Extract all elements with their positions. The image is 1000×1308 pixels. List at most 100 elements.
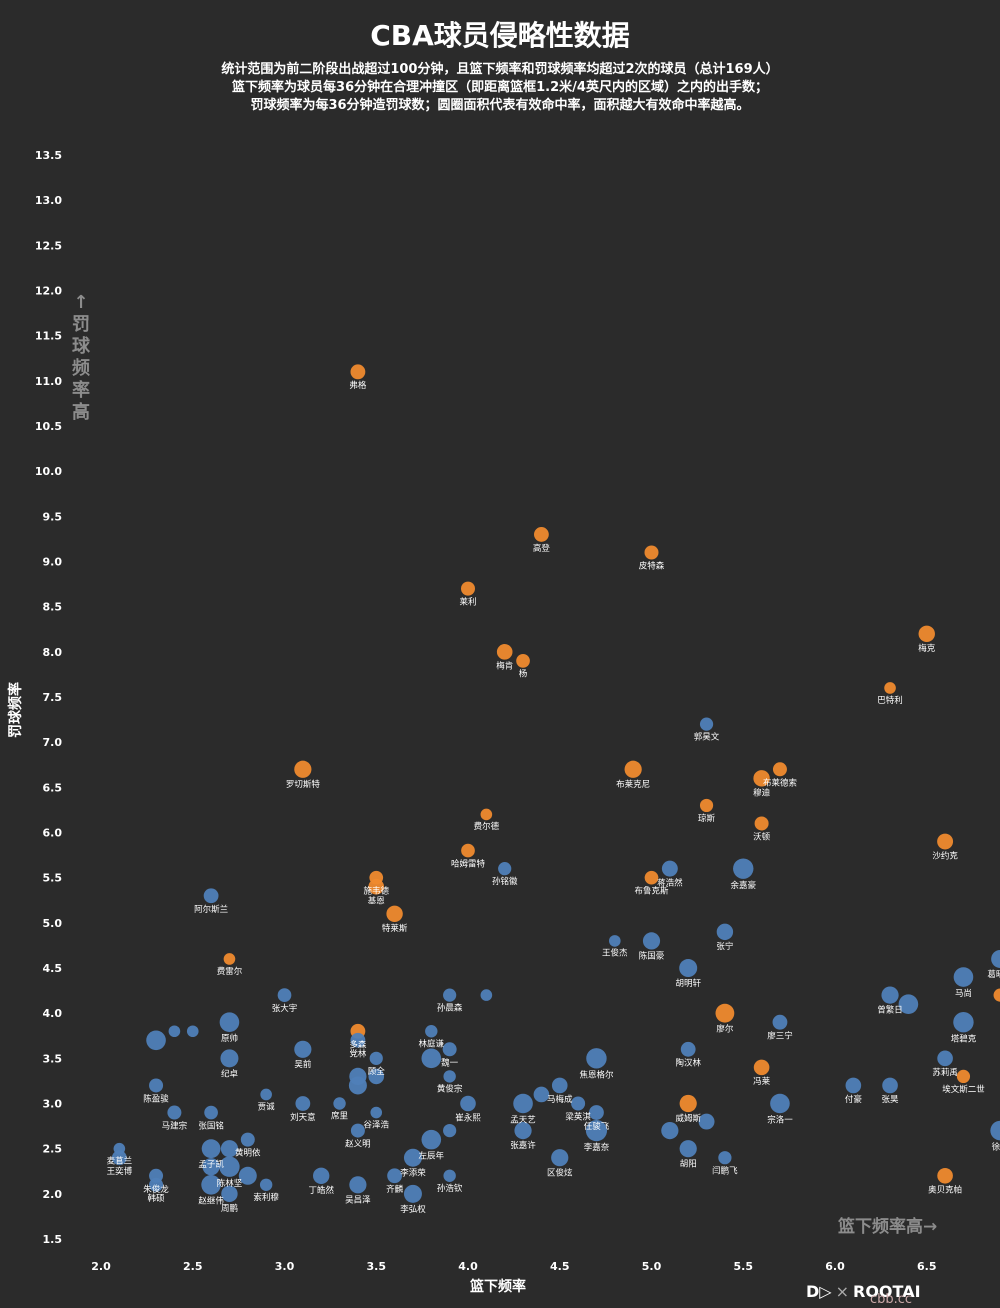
orange-data-point xyxy=(772,762,787,777)
player-label: 穆迪 xyxy=(753,788,771,799)
blue-data-point xyxy=(513,1093,533,1114)
x-tick-label: 6.0 xyxy=(825,1260,845,1273)
player-label: 魏一 xyxy=(441,1057,459,1068)
subtitle-line-1: 统计范围为前二阶段出战超过100分钟，且篮下频率和罚球频率均超过2次的球员（总计… xyxy=(221,62,779,77)
player-label: 韩硕 xyxy=(148,1193,166,1204)
player-label: 胡明轩 xyxy=(675,978,701,989)
player-label: 焦恩格尔 xyxy=(579,1070,614,1081)
blue-data-point xyxy=(443,1070,456,1083)
blue-data-point xyxy=(313,1167,330,1184)
blue-data-point xyxy=(443,988,457,1002)
player-label: 高登 xyxy=(533,543,551,554)
blue-data-point xyxy=(219,1012,240,1033)
blue-data-point xyxy=(881,986,899,1004)
orange-data-point xyxy=(350,364,366,380)
blue-data-point xyxy=(220,1049,239,1068)
y-tick-label: 12.0 xyxy=(35,285,62,298)
blue-data-point xyxy=(240,1132,255,1147)
player-label: 孙铭徽 xyxy=(492,876,518,887)
blue-data-point xyxy=(533,1086,550,1103)
orange-data-point xyxy=(223,953,236,965)
blue-data-point xyxy=(898,994,919,1014)
blue-data-point xyxy=(368,1068,385,1085)
player-label: 琼斯 xyxy=(698,813,716,824)
orange-data-point xyxy=(624,760,642,778)
player-label: 奥贝克帕 xyxy=(928,1185,962,1196)
orange-data-point xyxy=(753,770,770,787)
blue-data-point xyxy=(480,989,493,1001)
x-tick-label: 3.5 xyxy=(367,1260,387,1273)
blue-data-point xyxy=(295,1096,311,1111)
blue-data-point xyxy=(443,1169,456,1182)
blue-data-point xyxy=(350,1123,365,1138)
x-tick-label: 5.0 xyxy=(642,1260,662,1273)
player-label: 余嘉豪 xyxy=(730,880,756,891)
player-label: 巴特利 xyxy=(877,695,903,706)
player-label: 多森 xyxy=(349,1040,367,1051)
blue-data-point xyxy=(586,1048,607,1069)
blue-data-point xyxy=(294,1040,312,1058)
blue-data-point xyxy=(333,1097,346,1110)
player-label: 特莱斯 xyxy=(382,923,408,934)
player-label: 莱利 xyxy=(459,597,476,608)
blue-data-point xyxy=(260,1088,272,1101)
orange-data-point xyxy=(644,545,659,560)
player-label: 左辰年 xyxy=(419,1150,445,1161)
player-label: 贾诚 xyxy=(258,1101,276,1112)
blue-data-point xyxy=(990,1120,1000,1141)
player-label: 皮特森 xyxy=(639,560,665,571)
blue-data-point xyxy=(498,862,512,876)
orange-data-point xyxy=(884,682,896,694)
y-tick-label: 8.0 xyxy=(43,646,63,659)
orange-data-point xyxy=(993,988,1000,1002)
player-label: 黄明依 xyxy=(235,1148,261,1159)
y-axis-ticks: 1.5 2.0 2.5 3.0 3.5 4.0 4.5 5.0 5.5 6.0 6.5 7.0 7.5 8… xyxy=(35,149,62,1246)
orange-data-point xyxy=(386,905,403,923)
blue-data-point xyxy=(514,1122,532,1140)
x-tick-label: 4.0 xyxy=(458,1260,478,1273)
player-label: 布莱德索 xyxy=(763,777,797,788)
y-tick-label: 10.5 xyxy=(35,420,62,433)
blue-data-point xyxy=(733,858,754,879)
player-label: 布莱克尼 xyxy=(616,779,650,790)
player-label: 张嘉许 xyxy=(510,1140,536,1151)
player-label: 曾繁日 xyxy=(877,1005,903,1016)
orange-data-point xyxy=(480,808,493,821)
player-label: 埃文斯二世 xyxy=(942,1084,985,1095)
player-label: 郭昊文 xyxy=(694,732,720,743)
player-label: 陈盈骏 xyxy=(143,1093,169,1104)
player-label: 朱俊龙 xyxy=(143,1184,169,1195)
blue-data-point xyxy=(167,1105,182,1120)
player-label: 吴前 xyxy=(294,1059,312,1070)
logo-left: D▷ xyxy=(806,1282,832,1301)
blue-data-point xyxy=(698,1113,715,1130)
player-label: 孙晨森 xyxy=(437,1003,463,1014)
blue-data-point xyxy=(585,1120,608,1142)
player-label: 费尔德 xyxy=(474,821,500,832)
y-tick-label: 1.5 xyxy=(43,1233,63,1246)
player-label: 廖尔 xyxy=(716,1024,734,1035)
orange-data-point xyxy=(679,1094,697,1113)
subtitle-line-3: 罚球频率为每36分钟造罚球数；圆圈面积代表有效命中率，面积越大有效命中率越高。 xyxy=(250,98,750,113)
orange-data-point xyxy=(918,625,935,642)
blue-data-point xyxy=(387,1168,402,1184)
orange-data-point xyxy=(294,760,312,778)
player-label: 李添荣 xyxy=(400,1168,426,1179)
player-label: 陶汉林 xyxy=(675,1058,701,1069)
player-label: 孟天艺 xyxy=(510,1114,536,1125)
x-axis-label: 篮下频率 xyxy=(470,1279,526,1295)
blue-data-point xyxy=(991,949,1000,968)
orange-data-point xyxy=(956,1069,971,1084)
player-label: 马梅成 xyxy=(547,1094,573,1105)
logo-right: ROOTAI xyxy=(853,1282,921,1301)
player-label: 党林 xyxy=(349,1049,367,1060)
blue-data-point xyxy=(845,1077,862,1094)
player-label: 张昊 xyxy=(882,1095,900,1105)
player-label: 张国铭 xyxy=(198,1120,224,1131)
x-tick-label: 3.0 xyxy=(275,1260,295,1273)
y-tick-label: 13.0 xyxy=(35,194,62,207)
blue-data-point xyxy=(186,1025,199,1038)
blue-data-point xyxy=(680,1041,696,1057)
blue-data-point xyxy=(661,1122,679,1140)
player-label: 孟子凯 xyxy=(198,1159,224,1170)
